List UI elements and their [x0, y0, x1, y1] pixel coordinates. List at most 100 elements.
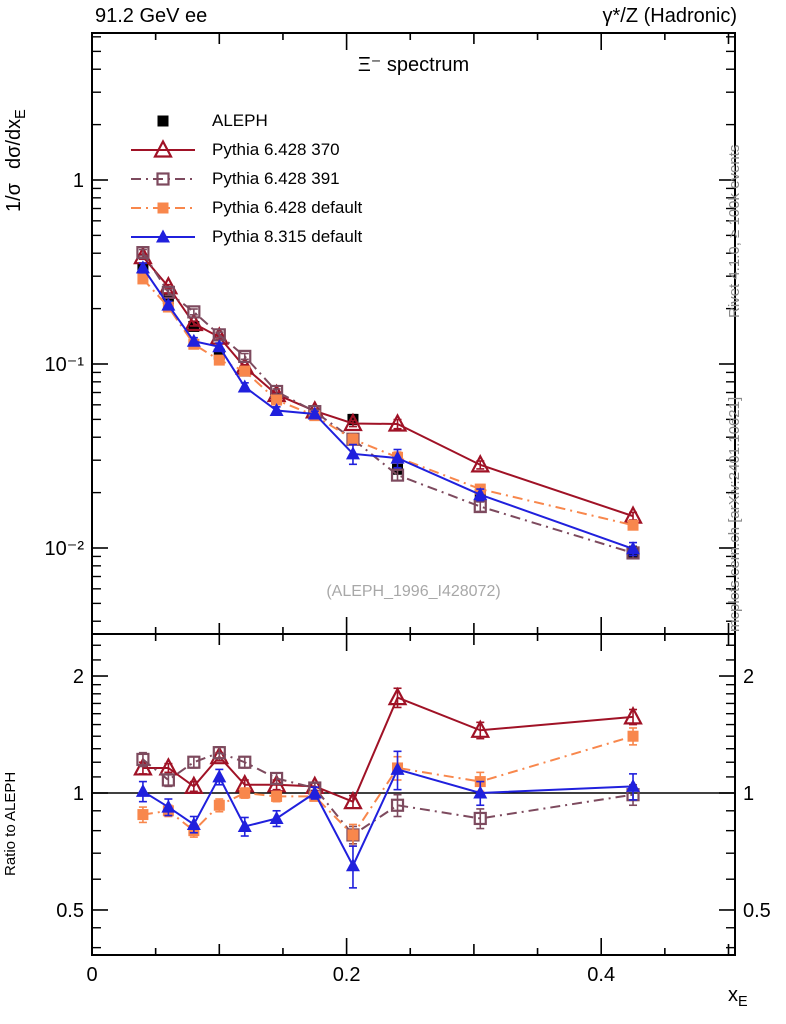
marker-pythia-8-315-default: [161, 297, 176, 311]
ratio-marker-pythia-8-315-default: [473, 785, 488, 799]
marker-pythia-6-428-370: [387, 413, 408, 432]
ratio-marker-pythia-6-428-370: [184, 775, 204, 794]
ratio-marker-pythia-6-428-370: [623, 706, 643, 725]
marker-aleph: [213, 348, 225, 360]
legend-label: ALEPH: [212, 110, 268, 130]
marker-pythia-8-315-default: [269, 402, 284, 416]
tick-label: 0: [86, 964, 97, 986]
tick-label: 10⁻¹: [45, 354, 85, 376]
tick-label: 0.5: [56, 900, 84, 922]
ratio-marker-pythia-6-428-default: [347, 829, 359, 841]
ratio-marker-pythia-8-315-default: [269, 810, 284, 824]
marker-pythia-6-428-391: [187, 305, 201, 319]
marker-pythia-6-428-default: [137, 273, 149, 285]
marker-pythia-6-428-370: [184, 312, 204, 332]
legend-item: Pythia 8.315 default: [128, 222, 362, 251]
marker-pythia-8-315-default: [473, 487, 488, 501]
ratio-marker-pythia-8-315-default: [390, 761, 405, 775]
ratio-marker-pythia-6-428-default: [627, 730, 639, 742]
ratio-marker-pythia-6-428-391: [238, 755, 252, 769]
series-line-pythia-8-315-default: [142, 267, 634, 550]
legend: ALEPH Pythia 6.428 370 Pythia 6.428 391 Pyt…: [128, 106, 362, 251]
ratio-marker-pythia-8-315-default: [307, 785, 322, 799]
marker-pythia-8-315-default: [307, 406, 322, 420]
marker-pythia-6-428-default: [271, 394, 283, 406]
legend-glyph: [153, 138, 173, 158]
tick-label: 2: [743, 666, 754, 688]
ratio-marker-pythia-6-428-370: [343, 790, 363, 810]
ratio-axis-title: Ratio to ALEPH: [2, 771, 19, 876]
series-line-pythia-6-428-391: [142, 252, 634, 554]
ratio-marker-pythia-8-315-default: [237, 818, 252, 832]
process-label: γ*/Z (Hadronic): [602, 5, 737, 27]
legend-marker-pythia-8-315-default: [131, 229, 195, 242]
ratio-marker-pythia-6-428-default: [239, 787, 251, 799]
legend-label: Pythia 8.315 default: [212, 226, 363, 246]
ratio-marker-pythia-8-315-default: [626, 778, 641, 792]
legend-glyph: [156, 229, 170, 242]
legend-marker-pythia-6-428-default: [131, 202, 195, 213]
ratio-marker-pythia-6-428-391: [269, 771, 284, 786]
marker-pythia-8-315-default: [626, 541, 641, 555]
ratio-line-pythia-6-428-370: [142, 696, 634, 803]
ratio-series-layer: [133, 686, 643, 889]
marker-pythia-6-428-default: [239, 365, 251, 377]
marker-pythia-8-315-default: [212, 339, 227, 353]
marker-pythia-8-315-default: [390, 450, 405, 464]
legend-glyph: [156, 171, 170, 186]
series-line-pythia-6-428-default: [142, 278, 634, 527]
ratio-marker-pythia-8-315-default: [212, 769, 227, 783]
ratio-marker-pythia-6-428-391: [473, 811, 487, 826]
ratio-marker-pythia-6-428-391: [136, 752, 150, 767]
ratio-panel-frame: [91, 633, 736, 956]
marker-pythia-6-428-370: [470, 454, 491, 473]
ratio-marker-pythia-6-428-391: [161, 773, 175, 787]
ratio-marker-pythia-6-428-370: [209, 745, 230, 765]
ratio-marker-pythia-6-428-391: [187, 755, 201, 769]
legend-item: Pythia 6.428 370: [128, 135, 362, 164]
legend-label: Pythia 6.428 default: [212, 197, 363, 217]
tick-label: 1: [73, 783, 84, 805]
x-axis-title: xE: [728, 984, 748, 1010]
main-series-layer: [133, 245, 643, 560]
beam-energy-label: 91.2 GeV ee: [95, 5, 208, 27]
series-line-pythia-6-428-370: [142, 256, 634, 518]
tick-label: 2: [73, 666, 84, 688]
legend-item: Pythia 6.428 default: [128, 193, 362, 222]
legend-marker-pythia-6-428-391: [131, 171, 195, 186]
tick-label: 0.5: [743, 900, 771, 922]
marker-pythia-6-428-default: [347, 433, 359, 445]
ratio-line-pythia-6-428-default: [142, 735, 634, 837]
ratio-marker-pythia-6-428-370: [387, 686, 408, 706]
legend-label: Pythia 6.428 370: [212, 139, 340, 159]
marker-pythia-6-428-391: [390, 468, 405, 482]
ratio-marker-pythia-8-315-default: [135, 783, 150, 797]
tick-label: 0.4: [587, 964, 615, 986]
marker-pythia-6-428-default: [213, 354, 225, 366]
ratio-marker-pythia-6-428-default: [271, 790, 283, 802]
ratio-marker-pythia-6-428-391: [390, 798, 405, 812]
analysis-id-watermark: (ALEPH_1996_I428072): [326, 583, 501, 600]
plot-title: Ξ⁻ spectrum: [357, 54, 470, 76]
ratio-line-pythia-6-428-391: [142, 751, 634, 837]
marker-pythia-6-428-391: [238, 349, 252, 363]
legend-glyph: [157, 115, 169, 126]
tick-label: 1: [73, 170, 84, 192]
tick-label: 1: [743, 783, 754, 805]
legend-marker-aleph: [157, 115, 169, 126]
legend-label: Pythia 6.428 391: [212, 168, 340, 188]
legend-item: Pythia 6.428 391: [128, 164, 362, 193]
marker-pythia-6-428-391: [136, 246, 150, 260]
marker-aleph: [347, 413, 359, 425]
legend-item: ALEPH: [128, 106, 362, 135]
y-axis-title: 1/σdσ/dxE: [3, 109, 29, 212]
marker-pythia-6-428-default: [627, 519, 639, 531]
ratio-marker-pythia-8-315-default: [345, 858, 360, 872]
ratio-marker-pythia-6-428-default: [213, 799, 225, 811]
marker-pythia-8-315-default: [237, 379, 252, 393]
rivet-version-text: Rivet 4.1.0, ≥ 100k events: [726, 144, 743, 318]
tick-label: 10⁻²: [45, 538, 85, 560]
marker-pythia-8-315-default: [135, 260, 150, 274]
